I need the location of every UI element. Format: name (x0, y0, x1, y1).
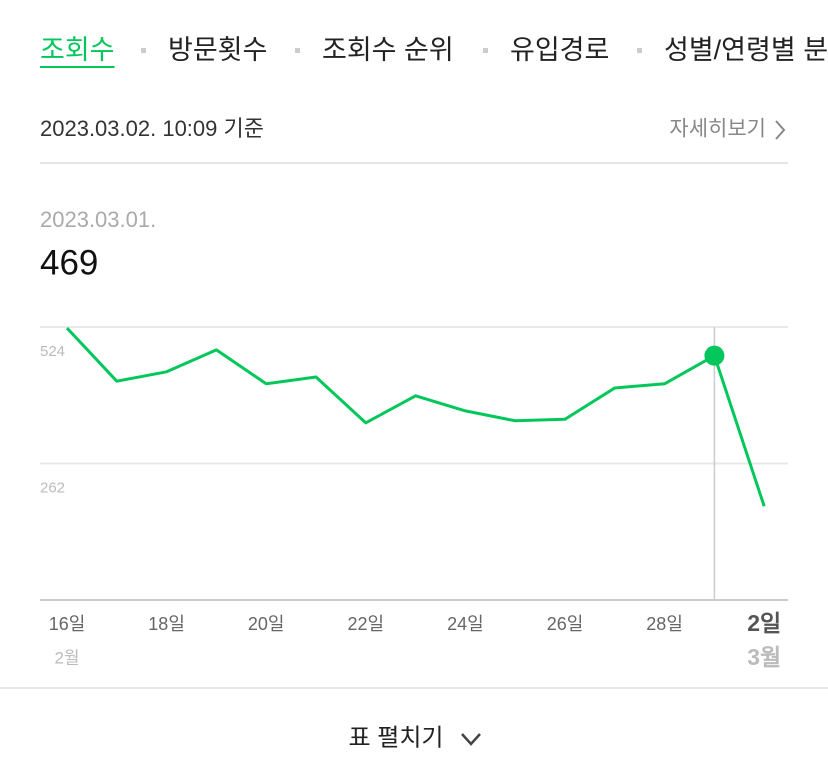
y-tick-label: 262 (40, 479, 65, 496)
x-tick-label: 22일 (348, 614, 385, 634)
tab-separator (637, 48, 642, 53)
tab-separator (141, 48, 146, 53)
expand-button[interactable]: 표 펼치기 (349, 724, 481, 751)
x-tick-label: 24일 (447, 614, 484, 634)
detail-link[interactable]: 자세히보기 (669, 118, 786, 141)
tab-separator (483, 48, 488, 53)
detail-link-text[interactable]: 자세히보기 (669, 118, 766, 141)
tab[interactable]: 조회수 (40, 35, 115, 65)
chevron-right (775, 120, 786, 140)
timestamp: 2023.03.02. 10:09 기준 (40, 116, 264, 141)
x-tick-label: 26일 (547, 614, 584, 634)
month-label: 3월 (747, 644, 781, 670)
x-tick-label: 18일 (148, 614, 185, 634)
selected-point (704, 345, 725, 366)
tab[interactable]: 성별/연령별 분포 (664, 35, 828, 65)
month-label: 2월 (54, 648, 79, 667)
expand-button-text[interactable]: 표 펼치기 (349, 724, 444, 751)
tab[interactable]: 유입경로 (510, 35, 609, 65)
tab[interactable]: 조회수 순위 (322, 35, 454, 65)
x-tick-label: 28일 (646, 614, 683, 634)
tab-separator (295, 48, 300, 53)
x-tick-label: 16일 (49, 614, 86, 634)
y-tick-label: 524 (40, 343, 65, 360)
selected-date: 2023.03.01. (40, 207, 156, 232)
chevron-down (461, 733, 481, 746)
x-tick-label: 20일 (248, 614, 285, 634)
x-tick-label: 2일 (747, 610, 781, 636)
selected-value: 469 (40, 243, 98, 282)
tab[interactable]: 방문횟수 (168, 35, 267, 65)
line (65, 327, 766, 507)
